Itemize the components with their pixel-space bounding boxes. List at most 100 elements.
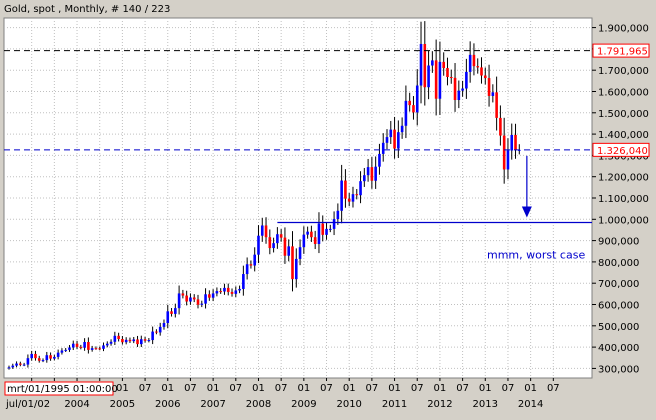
x-tick-label: 07 <box>275 383 288 394</box>
x-year-label: 2008 <box>246 399 271 410</box>
candle-down <box>75 343 79 347</box>
candle-down <box>514 134 517 150</box>
x-tick-label: 07 <box>502 383 515 394</box>
candle-down <box>94 348 98 350</box>
y-tick-label: 1.400,000 <box>598 130 649 141</box>
x-year-label: 2005 <box>110 399 135 410</box>
y-tick-label: 1.300,000 <box>598 151 649 162</box>
candle-down <box>423 43 427 88</box>
x-tick-label: 01 <box>297 383 310 394</box>
candle-down <box>321 223 325 235</box>
candle-up <box>204 294 207 304</box>
candle-up <box>15 363 18 366</box>
candle-up <box>336 210 340 220</box>
candle-down <box>480 67 483 76</box>
y-tick-label: 1.000,000 <box>598 215 649 226</box>
overlays: mmm, worst case 1.791,965 1.326,040 mrt/01/… <box>4 43 650 396</box>
x-year-label: 2009 <box>291 399 316 410</box>
candle-up <box>71 343 75 348</box>
x-year-label: 2013 <box>473 399 498 410</box>
candle-up <box>64 349 67 351</box>
candle-up <box>457 90 461 101</box>
candle-down <box>143 339 147 341</box>
candle-up <box>351 194 355 202</box>
candle-down <box>219 291 222 293</box>
current-price-label: 1.326,040 <box>597 146 648 157</box>
candle-up <box>419 43 423 86</box>
candle-down <box>502 135 506 170</box>
candle-up <box>257 235 260 255</box>
candle-up <box>147 340 151 342</box>
candle-down <box>487 78 491 96</box>
candle-up <box>22 364 26 366</box>
candle-down <box>37 358 41 361</box>
candle-down <box>49 355 52 359</box>
candle-down <box>230 291 234 294</box>
candle-up <box>102 345 105 349</box>
candle-up <box>329 228 332 230</box>
candle-up <box>518 149 521 151</box>
candle-up <box>506 150 510 170</box>
candle-up <box>332 219 336 229</box>
candle-up <box>378 153 381 167</box>
candle-down <box>476 66 480 68</box>
candle-up <box>510 134 514 151</box>
candle-up <box>177 293 181 309</box>
candle-up <box>53 356 56 359</box>
candle-up <box>287 246 291 256</box>
x-tick-label: 01 <box>116 383 129 394</box>
candle-up <box>68 347 71 350</box>
x-tick-label: 07 <box>366 383 379 394</box>
candle-down <box>313 237 317 245</box>
y-tick-label: 1.500,000 <box>598 109 649 120</box>
candle-down <box>19 363 22 365</box>
candle-down <box>128 339 132 342</box>
candle-up <box>60 350 64 353</box>
x-tick-label: 07 <box>411 383 424 394</box>
candle-up <box>404 100 408 126</box>
candle-up <box>306 231 309 235</box>
candle-down <box>355 194 359 196</box>
candle-up <box>389 129 393 138</box>
candle-down <box>442 61 445 69</box>
candle-up <box>83 342 86 348</box>
candle-down <box>117 335 120 340</box>
candle-down <box>196 299 200 305</box>
candle-down <box>483 75 487 79</box>
x-year-label: 2010 <box>336 399 361 410</box>
candle-up <box>109 341 113 344</box>
candle-up <box>317 223 321 245</box>
candle-down <box>192 297 196 300</box>
candle-down <box>344 180 347 199</box>
candle-up <box>325 228 328 235</box>
candle-up <box>132 339 136 342</box>
candle-up <box>238 288 241 291</box>
candle-up <box>174 308 177 314</box>
chart-title: Gold, spot , Monthly, # 140 / 223 <box>4 4 170 15</box>
candle-up <box>385 137 389 143</box>
candle-up <box>302 234 306 248</box>
candle-down <box>181 293 185 296</box>
y-tick-label: 800,000 <box>598 258 639 269</box>
candle-up <box>465 71 468 89</box>
candle-up <box>363 175 366 182</box>
x-tick-label: 01 <box>161 383 174 394</box>
candle-up <box>427 65 430 88</box>
y-tick-label: 300,000 <box>598 364 639 375</box>
candle-up <box>158 326 162 333</box>
y-tick-label: 700,000 <box>598 279 639 290</box>
candle-down <box>249 264 253 266</box>
candle-down <box>283 237 287 256</box>
candle-up <box>162 323 166 327</box>
candle-up <box>56 352 60 357</box>
x-tick-label: 01 <box>343 383 356 394</box>
candle-up <box>30 353 33 359</box>
x-year-label: 2007 <box>200 399 225 410</box>
x-tick-label: 01 <box>479 383 492 394</box>
candle-down <box>449 77 453 79</box>
x-tick-label: 01 <box>524 383 537 394</box>
y-tick-label: 1.100,000 <box>598 194 649 205</box>
candle-down <box>98 348 102 350</box>
cursor-date-box <box>4 381 114 396</box>
y-tick-label: 1.900,000 <box>598 24 649 35</box>
